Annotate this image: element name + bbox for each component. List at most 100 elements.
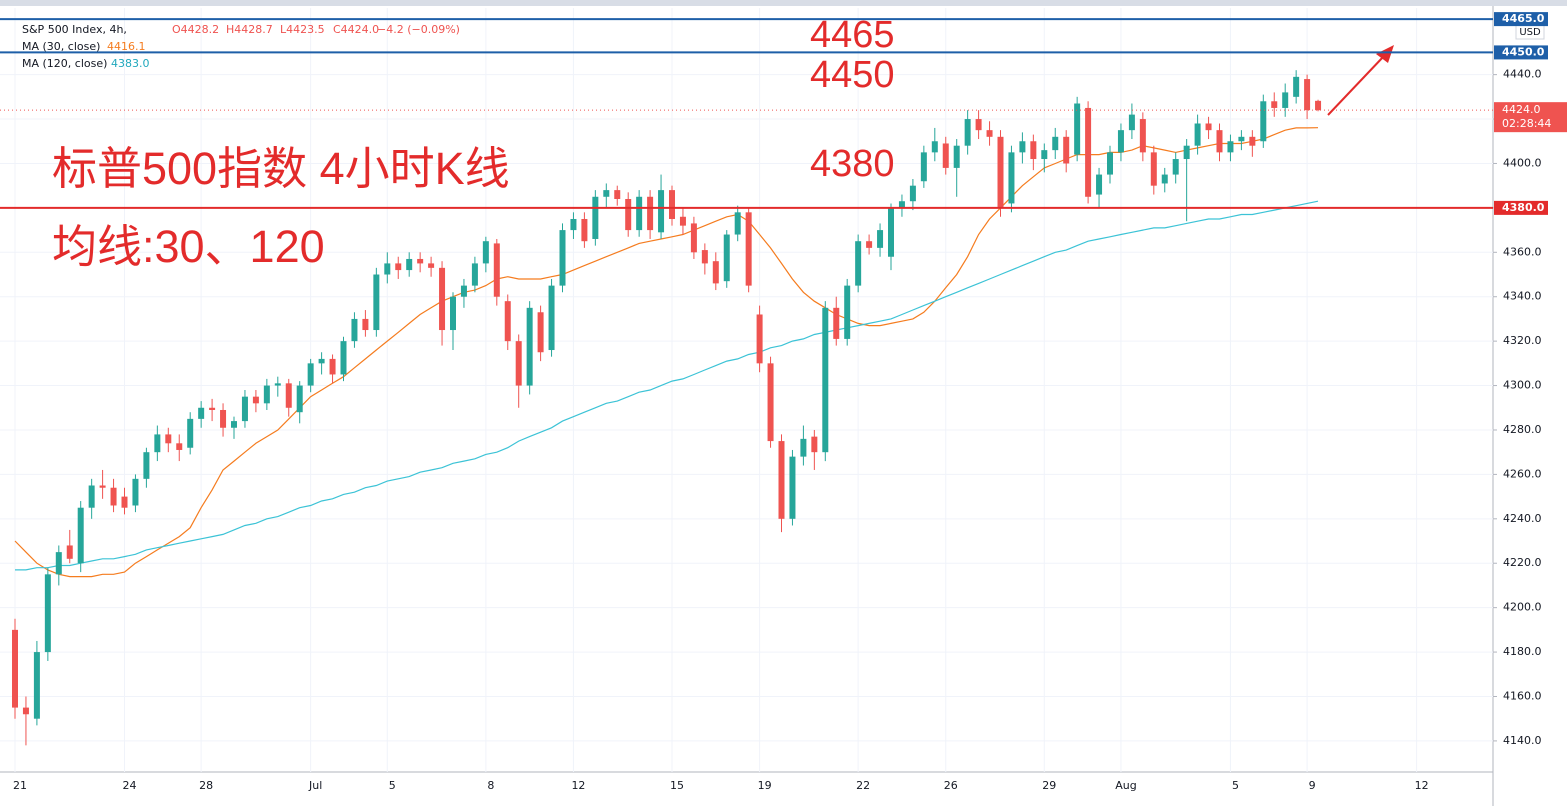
x-tick-label: 21 [13, 779, 27, 792]
candle-body [439, 267, 446, 331]
candle-body [745, 212, 752, 286]
candle-body [844, 285, 851, 339]
candle-body [1304, 79, 1311, 111]
candle-body [1128, 114, 1135, 131]
candle-body [44, 574, 51, 653]
candle-body [209, 407, 216, 410]
candle-body [1315, 100, 1322, 111]
candle-body [450, 296, 456, 331]
candle-body [482, 241, 489, 264]
x-tick-label: 12 [1415, 779, 1429, 792]
candle-body [767, 363, 774, 442]
candle-body [931, 141, 938, 153]
x-tick-label: 26 [944, 779, 958, 792]
candle-body [701, 250, 708, 264]
candle-body [647, 196, 654, 231]
candle-body [669, 190, 675, 219]
candle-body [537, 312, 544, 353]
candle-body [471, 263, 478, 286]
candle-body [340, 341, 347, 375]
annotation: 4465 [810, 14, 895, 56]
annotation: 4450 [810, 54, 895, 96]
candle-body [12, 629, 18, 708]
candle-body [77, 507, 84, 564]
candle-body [66, 545, 73, 559]
candle-body [559, 230, 566, 286]
candle-body [920, 152, 927, 182]
candle-body [548, 285, 555, 351]
candle-body [953, 145, 960, 168]
candle-body [1172, 159, 1179, 175]
candle-body [395, 263, 402, 271]
hline-label: 4380.0 [1502, 201, 1545, 214]
candle-body [176, 443, 183, 450]
candle-body [373, 274, 380, 331]
ma-line [15, 200, 1319, 571]
candle-body [1030, 141, 1037, 160]
candle-body [570, 218, 577, 231]
candle-body [1117, 130, 1124, 153]
candle-body [1227, 141, 1234, 153]
candle-body [581, 218, 588, 242]
x-tick-label: 19 [758, 779, 772, 792]
hline-label-box [1494, 12, 1548, 27]
candle-body [756, 314, 763, 364]
candle-body [1271, 101, 1278, 108]
legend-name: MA (120, close) [22, 57, 107, 70]
x-tick-label: 15 [670, 779, 684, 792]
hline-label-box [1494, 200, 1548, 215]
candle-body [603, 190, 610, 197]
candle-body [1074, 103, 1081, 155]
y-tick-label: 4160.0 [1503, 689, 1542, 702]
overlay: S&P 500 Index, 4h, O4428.2 H4428.7 L4423… [0, 12, 1567, 792]
candle-body [263, 385, 270, 404]
candle-body [296, 385, 303, 413]
candle-body [888, 207, 894, 257]
y-tick-label: 4260.0 [1503, 467, 1542, 480]
x-tick-label: 12 [571, 779, 585, 792]
candle-body [1293, 76, 1300, 97]
candle-body [1260, 101, 1267, 142]
countdown: 02:28:44 [1502, 117, 1551, 130]
candle-body [997, 136, 1004, 208]
candle-body [942, 143, 949, 168]
annotation-subtitle: 均线:30、120 [52, 221, 325, 272]
candle-body [307, 363, 314, 386]
candle-body [1205, 123, 1212, 131]
candle-body [504, 301, 511, 342]
y-tick-label: 4180.0 [1503, 645, 1542, 658]
candle-body [1150, 152, 1157, 186]
candle-body [1041, 150, 1048, 160]
candle-body [1183, 145, 1190, 160]
candle-body [274, 383, 281, 386]
y-tick-label: 4200.0 [1503, 601, 1542, 614]
x-tick-label: 24 [123, 779, 137, 792]
candle-body [866, 241, 873, 248]
candle-body [1085, 107, 1092, 197]
candle-body [526, 307, 533, 386]
candle-body [614, 190, 621, 199]
candle-body [154, 434, 161, 453]
top-border [0, 0, 1567, 6]
ohlc-low: L4423.5 [280, 23, 325, 36]
hline-label: 4465.0 [1502, 12, 1545, 25]
arrow [1327, 55, 1385, 116]
hline-label: 4450.0 [1502, 45, 1545, 58]
candle-body [712, 261, 719, 284]
candle-body [658, 190, 665, 233]
candle-body [1052, 136, 1059, 151]
y-tick-label: 4320.0 [1503, 334, 1542, 347]
candle-body [285, 383, 292, 408]
ohlc-change: −4.2 (−0.09%) [377, 23, 460, 36]
candle-body [636, 196, 643, 231]
candle-body [220, 409, 227, 428]
candle-body [428, 263, 435, 268]
candle-body [1008, 152, 1015, 204]
last-price-label: 4424.0 [1502, 103, 1541, 116]
ma-line [14, 127, 1319, 578]
ohlc-high: H4428.7 [226, 23, 273, 36]
candle-body [723, 234, 730, 282]
legend-name: MA (30, close) [22, 40, 100, 53]
hline-label-box [1494, 45, 1548, 60]
